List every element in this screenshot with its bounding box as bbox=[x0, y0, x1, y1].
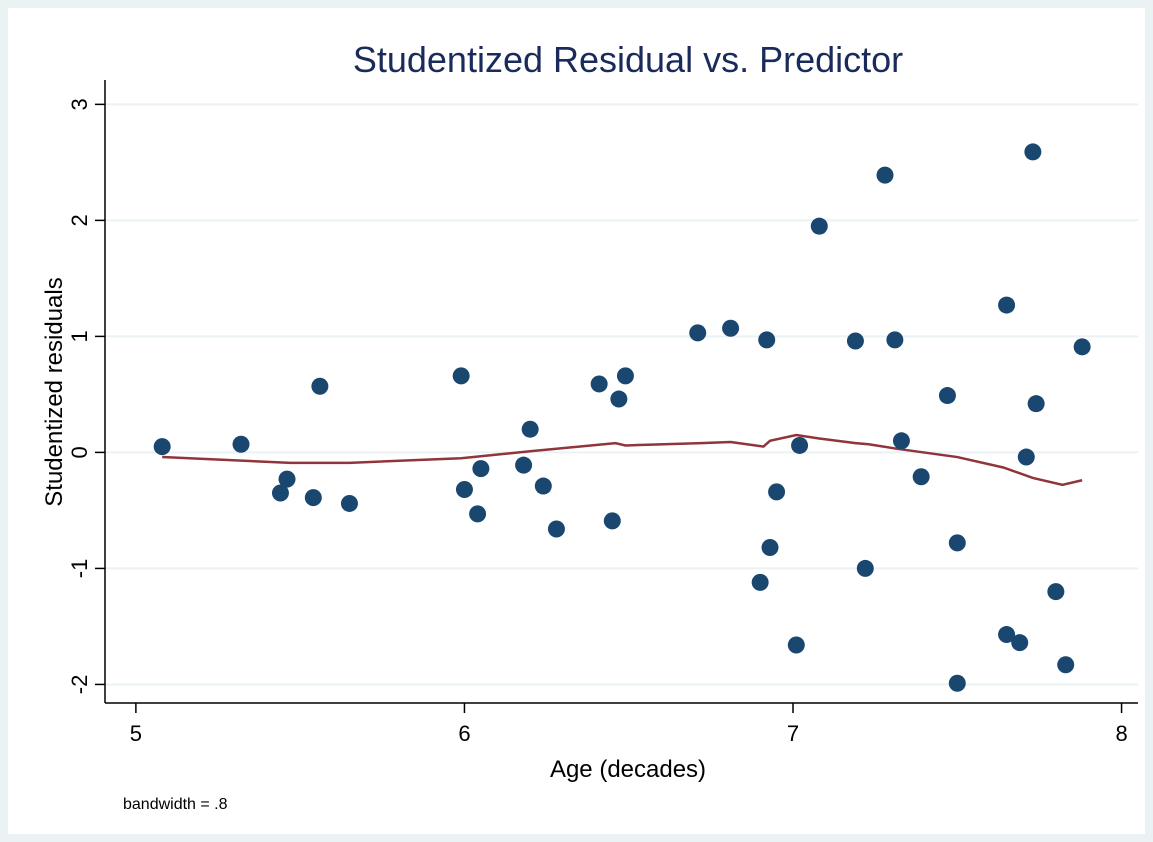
point bbox=[1057, 656, 1075, 674]
point bbox=[1027, 395, 1045, 413]
point bbox=[616, 367, 634, 385]
point bbox=[521, 420, 539, 438]
point bbox=[534, 477, 552, 495]
y-tick-label: -1 bbox=[67, 559, 92, 579]
point bbox=[590, 375, 608, 393]
point bbox=[455, 481, 473, 499]
y-axis-label: Studentized residuals bbox=[41, 277, 68, 506]
y-tick-label: 1 bbox=[67, 330, 92, 342]
point bbox=[876, 166, 894, 184]
point bbox=[515, 456, 533, 474]
y-tick-label: -2 bbox=[67, 675, 92, 695]
point bbox=[1011, 634, 1029, 652]
x-tick-label: 8 bbox=[1115, 721, 1127, 746]
x-axis-label: Age (decades) bbox=[550, 756, 706, 783]
point bbox=[689, 324, 707, 342]
point bbox=[810, 217, 828, 235]
point bbox=[998, 626, 1016, 644]
point bbox=[912, 468, 930, 486]
point bbox=[998, 296, 1016, 314]
point bbox=[472, 460, 490, 478]
point bbox=[787, 636, 805, 654]
x-tick-label: 5 bbox=[130, 721, 142, 746]
point bbox=[469, 505, 487, 523]
point bbox=[886, 331, 904, 349]
point bbox=[610, 390, 628, 408]
point bbox=[278, 470, 296, 488]
point bbox=[948, 534, 966, 552]
point bbox=[1017, 448, 1035, 466]
point bbox=[892, 432, 910, 450]
point bbox=[452, 367, 470, 385]
note: bandwidth = .8 bbox=[123, 796, 228, 813]
point bbox=[846, 332, 864, 350]
point bbox=[603, 512, 621, 530]
point bbox=[948, 674, 966, 692]
point bbox=[153, 438, 171, 456]
point bbox=[856, 559, 874, 577]
point bbox=[304, 489, 322, 507]
x-tick-label: 6 bbox=[458, 721, 470, 746]
point bbox=[1024, 143, 1042, 161]
point bbox=[340, 494, 358, 512]
point bbox=[271, 484, 289, 502]
y-tick-label: 0 bbox=[67, 446, 92, 458]
point bbox=[758, 331, 776, 349]
inner-region bbox=[8, 8, 1145, 834]
point bbox=[232, 435, 250, 453]
y-tick-label: 3 bbox=[67, 98, 92, 110]
point bbox=[938, 387, 956, 405]
point bbox=[761, 539, 779, 557]
chart-title: Studentized Residual vs. Predictor bbox=[353, 39, 903, 80]
point bbox=[547, 520, 565, 538]
lowess-line bbox=[162, 433, 1083, 487]
point bbox=[1047, 583, 1065, 601]
y-tick-label: 2 bbox=[67, 214, 92, 226]
x-tick-label: 7 bbox=[787, 721, 799, 746]
point bbox=[722, 319, 740, 337]
point bbox=[751, 573, 769, 591]
point bbox=[768, 483, 786, 501]
point bbox=[1073, 338, 1091, 356]
point bbox=[311, 377, 329, 395]
point bbox=[791, 436, 809, 454]
